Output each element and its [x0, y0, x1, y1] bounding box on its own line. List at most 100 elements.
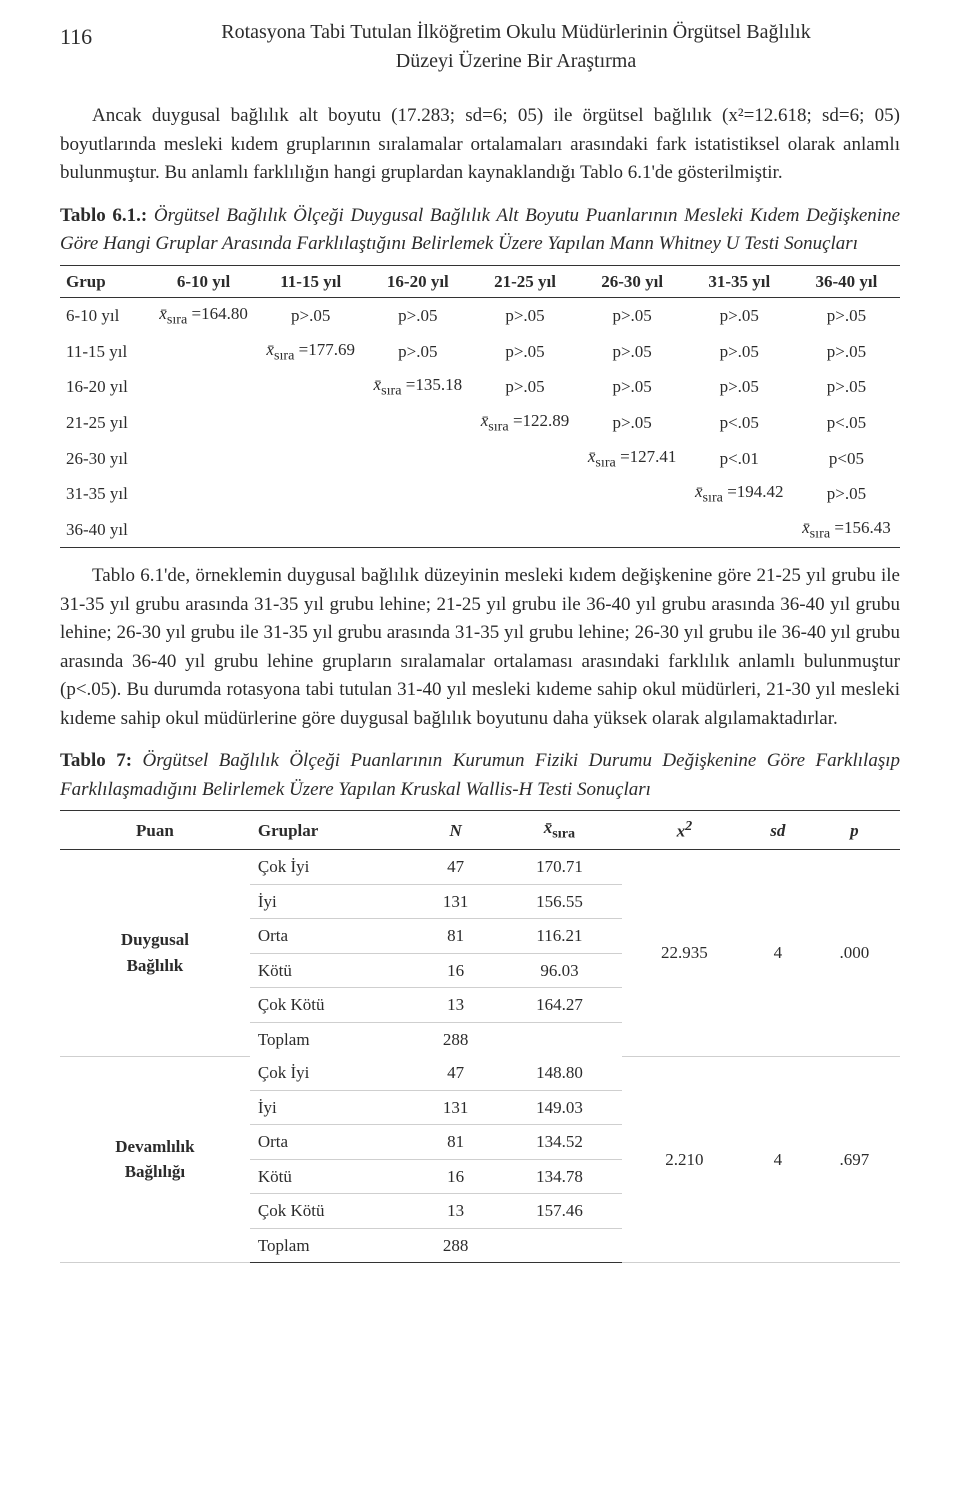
table-row: 21-25 yılx̄sıra =122.89p>.05p<.05p<.05	[60, 405, 900, 441]
table-cell	[364, 512, 471, 548]
cell-sd: 4	[747, 850, 809, 1057]
table-cell	[150, 441, 257, 477]
table-cell	[579, 512, 686, 548]
cell-mean: 164.27	[497, 988, 622, 1023]
cell-sd: 4	[747, 1056, 809, 1263]
table-cell: p>.05	[686, 298, 793, 334]
col-gruplar: Gruplar	[250, 811, 414, 850]
table-cell: x̄sıra =156.43	[793, 512, 900, 548]
col-p: p	[809, 811, 900, 850]
page: 116 Rotasyona Tabi Tutulan İlköğretim Ok…	[0, 0, 960, 1486]
table-cell	[150, 476, 257, 512]
table-cell: x̄sıra =177.69	[257, 334, 364, 370]
page-header: 116 Rotasyona Tabi Tutulan İlköğretim Ok…	[60, 18, 900, 76]
cell-mean: 96.03	[497, 953, 622, 988]
table-7: Puan Gruplar N x̄sıra x2 sd p DuygusalBa…	[60, 810, 900, 1263]
table-cell: p>.05	[579, 334, 686, 370]
cell-n: 81	[414, 919, 497, 954]
table-cell: p>.05	[793, 334, 900, 370]
cell-mean	[497, 1228, 622, 1263]
table-row: 16-20 yılx̄sıra =135.18p>.05p>.05p>.05p>…	[60, 369, 900, 405]
table-cell: p>.05	[471, 334, 578, 370]
table-6-1-title: Örgütsel Bağlılık Ölçeği Duygusal Bağlıl…	[60, 205, 900, 255]
page-number: 116	[60, 18, 132, 53]
table-cell	[150, 405, 257, 441]
table-cell: p>.05	[579, 369, 686, 405]
cell-n: 47	[414, 1056, 497, 1090]
table-cell: p>.05	[471, 298, 578, 334]
table-cell: p>.05	[364, 334, 471, 370]
cell-n: 131	[414, 1090, 497, 1125]
running-head: Rotasyona Tabi Tutulan İlköğretim Okulu …	[132, 18, 900, 76]
table-cell	[257, 441, 364, 477]
cell-n: 13	[414, 1194, 497, 1229]
table-header-cell: 36-40 yıl	[793, 265, 900, 298]
table-row: Puan Gruplar N x̄sıra x2 sd p	[60, 811, 900, 850]
table-6-1-label: Tablo 6.1.:	[60, 205, 147, 226]
cell-mean: 156.55	[497, 884, 622, 919]
table-header-cell: 21-25 yıl	[471, 265, 578, 298]
cell-grup: Kötü	[250, 953, 414, 988]
col-n: N	[414, 811, 497, 850]
table-cell	[257, 405, 364, 441]
table-cell: p>.05	[579, 405, 686, 441]
cell-mean: 116.21	[497, 919, 622, 954]
cell-grup: Kötü	[250, 1159, 414, 1194]
cell-grup: İyi	[250, 884, 414, 919]
table-6-1: Grup6-10 yıl11-15 yıl16-20 yıl21-25 yıl2…	[60, 265, 900, 549]
cell-n: 131	[414, 884, 497, 919]
table-cell	[257, 476, 364, 512]
row-label: 16-20 yıl	[60, 369, 150, 405]
table-6-1-caption: Tablo 6.1.: Örgütsel Bağlılık Ölçeği Duy…	[60, 202, 900, 259]
table-cell	[364, 405, 471, 441]
table-cell: p>.05	[793, 298, 900, 334]
table-cell: p>.05	[579, 298, 686, 334]
col-xbar: x̄sıra	[497, 811, 622, 850]
col-sd: sd	[747, 811, 809, 850]
table-cell: p>.05	[793, 369, 900, 405]
cell-grup: Toplam	[250, 1228, 414, 1263]
table-cell: x̄sıra =135.18	[364, 369, 471, 405]
col-puan: Puan	[60, 811, 250, 850]
table-cell	[364, 441, 471, 477]
running-head-line1: Rotasyona Tabi Tutulan İlköğretim Okulu …	[221, 21, 811, 43]
cell-mean	[497, 1022, 622, 1056]
table-cell	[471, 512, 578, 548]
table-header-cell: 31-35 yıl	[686, 265, 793, 298]
table-cell: p>.05	[686, 369, 793, 405]
cell-grup: Orta	[250, 1125, 414, 1160]
cell-x2: 22.935	[622, 850, 747, 1057]
table-cell	[150, 334, 257, 370]
table-cell: p<.05	[686, 405, 793, 441]
cell-grup: Çok İyi	[250, 850, 414, 885]
table-cell: p>.05	[686, 334, 793, 370]
table-row: Grup6-10 yıl11-15 yıl16-20 yıl21-25 yıl2…	[60, 265, 900, 298]
table-cell	[364, 476, 471, 512]
cell-n: 13	[414, 988, 497, 1023]
table-cell	[257, 512, 364, 548]
cell-mean: 134.52	[497, 1125, 622, 1160]
paragraph-2: Tablo 6.1'de, örneklemin duygusal bağlıl…	[60, 562, 900, 733]
cell-mean: 149.03	[497, 1090, 622, 1125]
table-header-cell: 6-10 yıl	[150, 265, 257, 298]
cell-mean: 134.78	[497, 1159, 622, 1194]
table-row: DevamlılıkBağlılığıÇok İyi47148.802.2104…	[60, 1056, 900, 1090]
table-header-cell: Grup	[60, 265, 150, 298]
table-cell	[471, 441, 578, 477]
table-7-title: Örgütsel Bağlılık Ölçeği Puanlarının Kur…	[60, 750, 900, 800]
table-cell: p<05	[793, 441, 900, 477]
table-cell: p>.05	[471, 369, 578, 405]
table-cell: x̄sıra =164.80	[150, 298, 257, 334]
table-cell: x̄sıra =127.41	[579, 441, 686, 477]
cell-p: .000	[809, 850, 900, 1057]
table-cell: x̄sıra =194.42	[686, 476, 793, 512]
table-cell: x̄sıra =122.89	[471, 405, 578, 441]
table-header-cell: 26-30 yıl	[579, 265, 686, 298]
table-row: 11-15 yılx̄sıra =177.69p>.05p>.05p>.05p>…	[60, 334, 900, 370]
group-label: DevamlılıkBağlılığı	[60, 1056, 250, 1263]
col-x2: x2	[622, 811, 747, 850]
paragraph-1: Ancak duygusal bağlılık alt boyutu (17.2…	[60, 102, 900, 188]
table-cell	[471, 476, 578, 512]
row-label: 36-40 yıl	[60, 512, 150, 548]
table-row: 31-35 yılx̄sıra =194.42p>.05	[60, 476, 900, 512]
